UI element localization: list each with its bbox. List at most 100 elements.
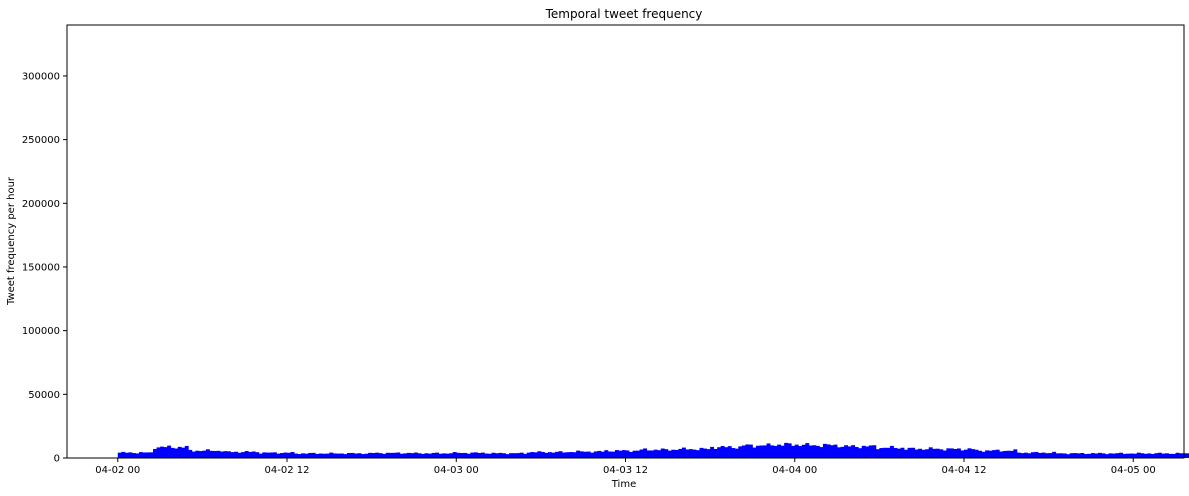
histogram-bar <box>255 452 259 458</box>
histogram-bar <box>1158 453 1162 458</box>
histogram-bar <box>188 450 192 458</box>
histogram-bar <box>171 448 175 458</box>
histogram-bar <box>922 450 926 458</box>
histogram-bar <box>453 452 457 458</box>
histogram-bar <box>901 448 905 458</box>
histogram-bar <box>1087 454 1091 458</box>
histogram-bar <box>1133 454 1137 458</box>
histogram-bar <box>763 445 767 458</box>
histogram-bar <box>689 449 693 458</box>
histogram-bar <box>435 453 439 458</box>
chart-title: Temporal tweet frequency <box>545 7 703 21</box>
x-tick-label: 04-02 00 <box>95 465 140 476</box>
histogram-bar <box>1151 454 1155 458</box>
histogram-bar <box>150 452 154 458</box>
histogram-bar <box>590 453 594 458</box>
histogram-bar <box>865 446 869 458</box>
histogram-bar <box>291 452 295 458</box>
histogram-bar <box>361 454 365 458</box>
histogram-bar <box>446 454 450 458</box>
histogram-bar <box>400 454 404 458</box>
histogram-bar <box>199 451 203 458</box>
histogram-bar <box>1073 453 1077 458</box>
histogram-bar <box>897 449 901 458</box>
histogram-bar <box>893 448 897 458</box>
histogram-bar <box>823 444 827 458</box>
histogram-bar <box>1105 454 1109 458</box>
histogram-bar <box>365 454 369 458</box>
histogram-bar <box>484 454 488 458</box>
histogram-bar <box>157 447 161 458</box>
histogram-bar <box>752 448 756 458</box>
histogram-bar <box>213 451 217 458</box>
plot-frame <box>67 25 1184 458</box>
histogram-bar <box>234 452 238 458</box>
histogram-bar <box>125 453 129 458</box>
histogram-bar <box>174 449 178 458</box>
histogram-bar <box>241 452 245 458</box>
histogram-bar <box>915 450 919 458</box>
histogram-bar <box>231 452 235 458</box>
y-tick-label: 0 <box>54 454 60 465</box>
histogram-bar <box>946 448 950 458</box>
histogram-bar <box>283 453 287 458</box>
histogram-bar <box>499 453 503 458</box>
y-tick-label: 250000 <box>22 135 60 146</box>
histogram-bar <box>1059 453 1063 458</box>
histogram-bar <box>872 445 876 458</box>
histogram-bar <box>340 454 344 458</box>
histogram-bar <box>943 451 947 458</box>
histogram-bar <box>654 450 658 458</box>
histogram-bar <box>280 453 284 458</box>
histogram-bar <box>879 448 883 458</box>
histogram-bar <box>128 452 132 458</box>
histogram-bar <box>544 453 548 458</box>
histogram-bar <box>756 446 760 458</box>
histogram-bar <box>957 448 961 458</box>
histogram-bar <box>1084 454 1088 458</box>
histogram-bar <box>844 445 848 458</box>
histogram-bar <box>555 452 559 458</box>
histogram-bar <box>541 452 545 458</box>
histogram-bar <box>132 453 136 458</box>
histogram-bar <box>724 447 728 458</box>
histogram-bar <box>960 450 964 458</box>
histogram-bar <box>745 444 749 458</box>
histogram-bar <box>118 453 122 458</box>
histogram-bar <box>425 453 429 458</box>
histogram-bar <box>685 449 689 458</box>
histogram-bar <box>537 451 541 458</box>
histogram-bar <box>622 450 626 458</box>
histogram-bar <box>153 449 157 458</box>
histogram-bar <box>580 451 584 458</box>
histogram-bar <box>319 454 323 459</box>
histogram-bar <box>1109 453 1113 458</box>
histogram-bar <box>562 453 566 458</box>
histogram-bar <box>918 449 922 458</box>
histogram-bar <box>964 450 968 458</box>
histogram-bar <box>1098 453 1102 458</box>
histogram-bar <box>315 454 319 458</box>
histogram-bar <box>925 449 929 458</box>
histogram-bar <box>245 451 249 458</box>
histogram-bar <box>728 446 732 458</box>
histogram-bar <box>767 443 771 458</box>
histogram-bar <box>618 451 622 458</box>
histogram-bar <box>403 453 407 458</box>
histogram-bar <box>1042 453 1046 458</box>
histogram-bar <box>1035 452 1039 458</box>
histogram-bar <box>428 454 432 458</box>
histogram-bar <box>551 453 555 458</box>
histogram-bar <box>798 446 802 458</box>
histogram-bar <box>834 445 838 458</box>
histogram-bar <box>358 453 362 458</box>
histogram-bar <box>527 453 531 458</box>
histogram-bar <box>301 453 305 458</box>
histogram-bar <box>735 449 739 458</box>
histogram-bar <box>417 453 421 458</box>
x-tick-label: 04-03 12 <box>603 465 648 476</box>
histogram-bar <box>276 454 280 458</box>
histogram-bar <box>759 446 763 459</box>
histogram-bar <box>936 449 940 458</box>
histogram-bar <box>414 453 418 458</box>
